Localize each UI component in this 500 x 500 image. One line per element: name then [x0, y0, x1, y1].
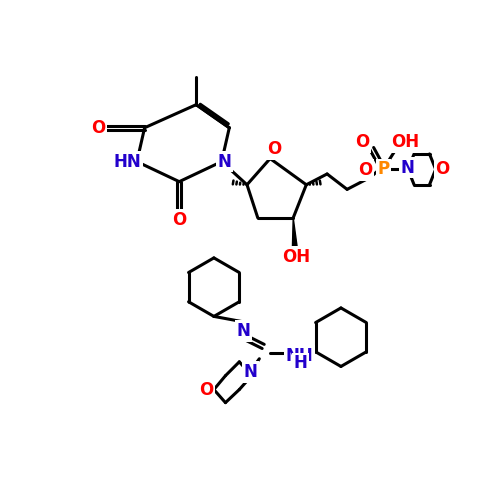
Polygon shape	[292, 218, 297, 246]
Text: N: N	[236, 322, 250, 340]
Text: O: O	[267, 140, 281, 158]
Text: OH: OH	[282, 248, 310, 266]
Text: O: O	[199, 380, 214, 398]
Text: N: N	[400, 159, 414, 177]
Text: O: O	[92, 119, 106, 137]
Text: N: N	[218, 152, 232, 170]
Text: P: P	[377, 160, 390, 178]
Text: OH: OH	[392, 134, 419, 152]
Text: O: O	[172, 211, 186, 229]
Text: O: O	[356, 134, 370, 152]
Text: HN: HN	[114, 152, 141, 170]
Text: NH: NH	[286, 346, 313, 364]
Text: H: H	[293, 354, 307, 372]
Text: N: N	[244, 363, 258, 381]
Text: O: O	[358, 161, 372, 179]
Text: O: O	[436, 160, 450, 178]
